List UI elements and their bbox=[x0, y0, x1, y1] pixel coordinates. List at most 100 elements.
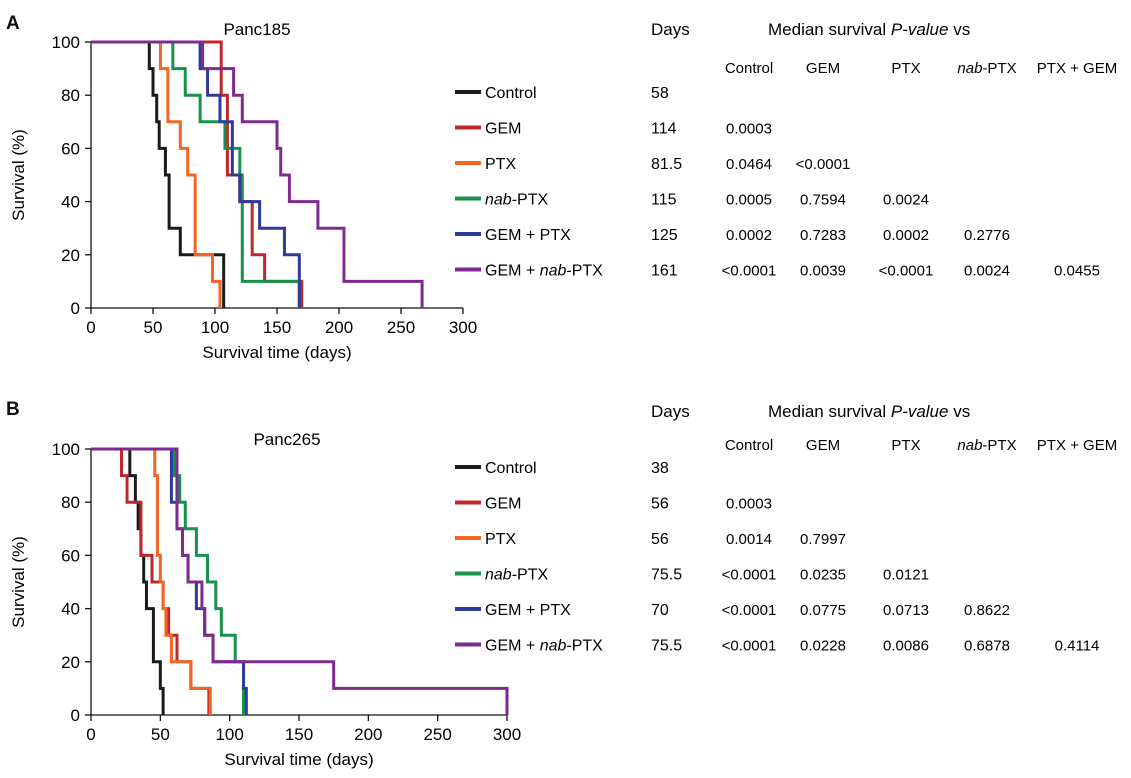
chart-title: Panc185 bbox=[223, 20, 290, 39]
x-tick-label: 50 bbox=[144, 318, 163, 337]
x-tick-label: 100 bbox=[201, 318, 229, 337]
p-value-cell: 0.0775 bbox=[800, 602, 846, 619]
legend-label: GEM + nab-PTX bbox=[485, 638, 603, 655]
p-value-cell: <0.0001 bbox=[722, 567, 777, 584]
panel-a: A Panc185 0 20 40 60 80 100 0 50 100 150 200 250 300 S… bbox=[6, 13, 1117, 362]
x-tick-label: 50 bbox=[151, 725, 170, 744]
median-days-value: 70 bbox=[651, 602, 669, 619]
legend-label: nab-PTX bbox=[485, 192, 548, 209]
km-chart-panc265: Panc265 0 20 40 60 80 100 0 50 100 150 200 250 300 Sur… bbox=[9, 402, 1117, 769]
y-axis-label: Survival (%) bbox=[9, 129, 28, 221]
x-tick-label: 0 bbox=[86, 318, 95, 337]
median-days-value: 81.5 bbox=[651, 156, 682, 173]
y-tick-label: 20 bbox=[61, 653, 80, 672]
compare-header: PTX + GEM bbox=[1037, 60, 1117, 77]
p-value-cell: 0.2776 bbox=[964, 227, 1010, 244]
p-value-cell: 0.0002 bbox=[726, 227, 772, 244]
compare-header: nab-PTX bbox=[957, 437, 1016, 454]
p-value-cell: 0.0003 bbox=[726, 496, 772, 513]
compare-header: Control bbox=[725, 60, 773, 77]
median-days-value: 75.5 bbox=[651, 567, 682, 584]
p-value-cell: 0.0455 bbox=[1054, 263, 1100, 280]
y-tick-label: 0 bbox=[71, 299, 80, 318]
legend-label: nab-PTX bbox=[485, 567, 548, 584]
p-value-cell: 0.7997 bbox=[800, 531, 846, 548]
y-tick-label: 40 bbox=[61, 600, 80, 619]
compare-header: PTX bbox=[891, 60, 920, 77]
x-tick-label: 100 bbox=[215, 725, 243, 744]
p-value-cell: 0.0003 bbox=[726, 121, 772, 138]
median-days-value: 75.5 bbox=[651, 638, 682, 655]
series-line-gem-nab-ptx bbox=[91, 447, 509, 715]
days-header: Days bbox=[651, 402, 690, 421]
x-tick-label: 200 bbox=[354, 725, 382, 744]
p-value-cell: 0.0228 bbox=[800, 638, 846, 655]
legend-label: Control bbox=[485, 460, 537, 477]
median-days-value: 114 bbox=[651, 121, 677, 138]
p-value-cell: 0.7283 bbox=[800, 227, 846, 244]
pvalue-header: Median survival P-value vs bbox=[768, 20, 970, 39]
legend-label: GEM + nab-PTX bbox=[485, 263, 603, 280]
median-days-value: 58 bbox=[651, 85, 669, 102]
y-tick-label: 100 bbox=[52, 440, 80, 459]
p-value-cell: 0.0039 bbox=[800, 263, 846, 280]
p-value-cell: <0.0001 bbox=[879, 263, 934, 280]
x-axis-label: Survival time (days) bbox=[224, 750, 373, 769]
legend-label: GEM + PTX bbox=[485, 227, 571, 244]
p-value-cell: 0.4114 bbox=[1055, 638, 1100, 655]
x-axis-label: Survival time (days) bbox=[202, 343, 351, 362]
median-days-value: 161 bbox=[651, 263, 678, 280]
p-value-cell: 0.0024 bbox=[964, 263, 1010, 280]
p-value-cell: 0.0121 bbox=[883, 567, 929, 584]
median-days-value: 125 bbox=[651, 227, 678, 244]
series-line-gem-nab-ptx bbox=[91, 40, 424, 308]
x-tick-label: 0 bbox=[86, 725, 95, 744]
legend-label: Control bbox=[485, 85, 537, 102]
compare-header: GEM bbox=[806, 437, 840, 454]
p-value-cell: 0.8622 bbox=[964, 602, 1010, 619]
y-tick-label: 60 bbox=[61, 546, 80, 565]
p-value-cell: <0.0001 bbox=[722, 263, 777, 280]
y-tick-label: 80 bbox=[61, 493, 80, 512]
x-tick-label: 150 bbox=[285, 725, 313, 744]
p-value-cell: <0.0001 bbox=[722, 602, 777, 619]
median-days-value: 38 bbox=[651, 460, 669, 477]
panel-b: B Panc265 0 20 40 60 80 100 0 50 100 150 200 250 300 S… bbox=[0, 389, 1131, 778]
y-tick-label: 100 bbox=[52, 33, 80, 52]
p-value-cell: <0.0001 bbox=[722, 638, 777, 655]
x-tick-label: 300 bbox=[449, 318, 477, 337]
median-days-value: 56 bbox=[651, 496, 669, 513]
x-tick-label: 150 bbox=[263, 318, 291, 337]
p-value-cell: 0.0014 bbox=[726, 531, 772, 548]
p-value-cell: 0.0024 bbox=[883, 192, 929, 209]
p-value-cell: 0.0005 bbox=[726, 192, 772, 209]
x-tick-label: 300 bbox=[493, 725, 521, 744]
series-line-ptx bbox=[91, 40, 222, 308]
compare-header: GEM bbox=[806, 60, 840, 77]
p-value-cell: 0.6878 bbox=[964, 638, 1010, 655]
pvalue-header: Median survival P-value vs bbox=[768, 402, 970, 421]
x-tick-label: 250 bbox=[387, 318, 415, 337]
km-chart-panc185: Panc185 0 20 40 60 80 100 0 50 100 150 200 250 300 Sur… bbox=[9, 20, 1117, 362]
legend-label: PTX bbox=[485, 156, 516, 173]
median-days-value: 115 bbox=[651, 192, 677, 209]
series-line-nab-ptx bbox=[91, 447, 246, 715]
legend-label: GEM + PTX bbox=[485, 602, 571, 619]
series-line-gem-ptx bbox=[91, 447, 248, 715]
y-tick-label: 60 bbox=[61, 139, 80, 158]
compare-header: PTX bbox=[891, 437, 920, 454]
series-line-control bbox=[91, 40, 226, 308]
days-header: Days bbox=[651, 20, 690, 39]
x-tick-label: 200 bbox=[325, 318, 353, 337]
y-tick-label: 40 bbox=[61, 193, 80, 212]
panel-letter: B bbox=[6, 399, 20, 420]
series-line-ptx bbox=[91, 447, 212, 715]
compare-header: PTX + GEM bbox=[1037, 437, 1117, 454]
y-tick-label: 0 bbox=[71, 706, 80, 725]
x-tick-label: 250 bbox=[423, 725, 451, 744]
y-tick-label: 20 bbox=[61, 246, 80, 265]
legend-label: GEM bbox=[485, 496, 521, 513]
y-tick-label: 80 bbox=[61, 86, 80, 105]
median-days-value: 56 bbox=[651, 531, 669, 548]
compare-header: nab-PTX bbox=[957, 60, 1016, 77]
